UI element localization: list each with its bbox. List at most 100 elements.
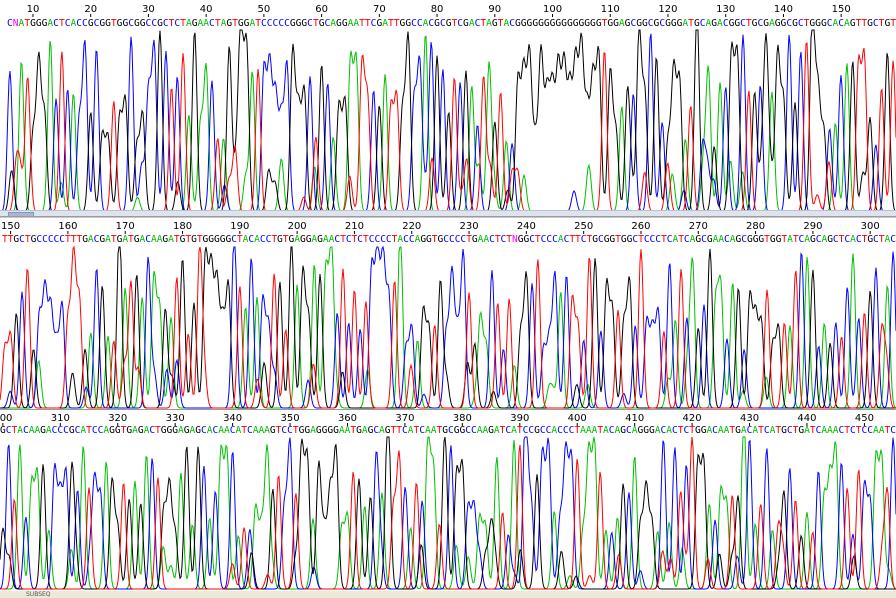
base-call: A [770,425,776,436]
base-call: A [253,425,259,436]
base-call: C [505,425,511,436]
base-call: A [235,425,241,436]
base-call: C [128,18,134,29]
ruler-label: 410 [625,413,644,424]
base-call: C [757,18,763,29]
base-call: A [619,18,625,29]
base-call: G [134,18,140,29]
base-call: T [293,425,299,436]
base-call: C [723,18,729,29]
ruler-label: 310 [51,413,70,424]
base-call: G [134,234,140,245]
ruler-label: 380 [453,413,472,424]
base-call: C [284,18,290,29]
base-call: G [781,18,787,29]
base-call: A [218,425,224,436]
ruler-label: 120 [658,4,677,15]
base-call: A [203,18,209,29]
base-call: C [231,234,237,245]
base-call: G [867,18,873,29]
base-call: G [518,234,524,245]
base-call: G [561,18,567,29]
base-call: C [230,425,236,436]
base-call: A [833,425,839,436]
base-call: A [511,425,517,436]
base-call: G [225,234,231,245]
base-call: G [162,234,168,245]
base-call: T [255,18,261,29]
base-call: C [273,18,279,29]
base-call: C [816,234,822,245]
base-call: G [214,234,220,245]
base-call: G [798,425,804,436]
base-call: T [65,234,71,245]
base-call: C [667,234,673,245]
base-call: G [336,18,342,29]
base-call: G [472,234,478,245]
base-call: T [340,234,346,245]
base-call: A [19,18,25,29]
base-call: G [138,425,144,436]
base-call: A [249,18,255,29]
base-call: G [729,18,735,29]
base-call: T [451,18,457,29]
base-call: G [434,18,440,29]
base-call: C [501,234,507,245]
base-call: T [215,18,221,29]
base-call: G [296,18,302,29]
base-call: T [365,18,371,29]
base-call: C [581,234,587,245]
base-call: G [736,234,742,245]
base-call: G [492,18,498,29]
base-call: G [82,234,88,245]
base-call: T [394,18,400,29]
ruler-label: 70 [373,4,386,15]
base-call: G [42,18,48,29]
base-call: T [856,425,862,436]
ruler-label: 90 [488,4,501,15]
base-call: G [770,234,776,245]
base-call: C [440,18,446,29]
base-call: A [666,425,672,436]
base-call: C [82,18,88,29]
base-call: G [99,234,105,245]
base-call: G [735,425,741,436]
base-call: G [763,18,769,29]
base-call: C [564,234,570,245]
base-call: T [810,425,816,436]
base-call: G [884,18,890,29]
ruler-label: 400 [568,413,587,424]
base-call: A [105,234,111,245]
base-call: A [329,234,335,245]
base-call: C [307,18,313,29]
base-call: G [167,425,173,436]
base-call: C [655,234,661,245]
base-call: G [695,234,701,245]
base-call: A [254,234,260,245]
base-call: A [221,18,227,29]
base-call: A [408,425,414,436]
base-call: C [844,234,850,245]
base-call: G [184,425,190,436]
base-call: T [25,234,31,245]
status-label: SUBSEQ [26,591,51,598]
base-call: C [475,18,481,29]
ruler-label: 160 [58,221,77,232]
base-call: G [316,425,322,436]
base-call: T [432,234,438,245]
base-call: A [330,18,336,29]
base-call: A [264,425,270,436]
base-call: G [105,18,111,29]
base-call: A [752,425,758,436]
ruler-label: 190 [230,221,249,232]
base-call: T [879,18,885,29]
ruler-label: 440 [797,413,816,424]
base-call: C [659,18,665,29]
base-call: C [7,18,13,29]
base-call: A [310,425,316,436]
base-call: C [648,18,654,29]
base-call: G [356,425,362,436]
base-call: C [94,234,100,245]
base-call: T [781,234,787,245]
base-call: G [523,234,529,245]
